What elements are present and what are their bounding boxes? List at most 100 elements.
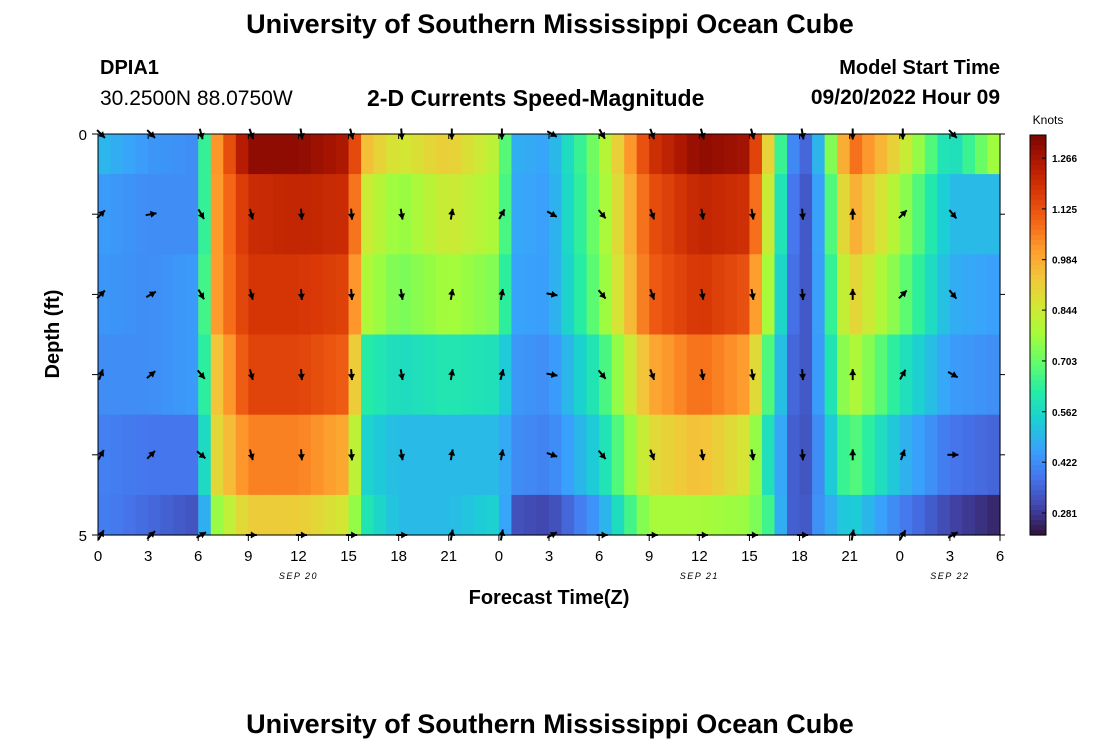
- heatmap-cell: [962, 334, 976, 416]
- heatmap-cell: [198, 134, 212, 175]
- heatmap-cell: [937, 254, 951, 336]
- current-arrow: [698, 369, 706, 381]
- colorbar-tick-label: 0.984: [1052, 256, 1077, 267]
- heatmap-cell: [774, 494, 788, 536]
- heatmap-cell: [361, 174, 375, 255]
- current-arrow-head: [849, 288, 857, 295]
- heatmap-cell: [561, 494, 575, 536]
- heatmap-cell: [185, 334, 199, 416]
- heatmap-cell: [962, 174, 976, 255]
- heatmap-cell: [361, 134, 375, 175]
- current-arrow-head: [549, 210, 557, 217]
- current-arrow-head: [799, 213, 806, 220]
- heatmap-cell: [423, 334, 437, 416]
- heatmap-cell: [260, 254, 274, 336]
- heatmap-cell: [849, 134, 863, 175]
- y-axis: 05: [79, 127, 1005, 545]
- colorbar-segment: [1030, 410, 1046, 416]
- current-arrow-head: [148, 450, 155, 458]
- colorbar-segment: [1030, 485, 1046, 491]
- colorbar-segment: [1030, 285, 1046, 291]
- heatmap-cell: [787, 414, 801, 496]
- heatmap-cell: [724, 334, 738, 416]
- current-arrow-head: [97, 450, 104, 457]
- colorbar-segment: [1030, 185, 1046, 191]
- heatmap-cell: [661, 334, 675, 416]
- model-start-value: 09/20/2022 Hour 09: [810, 86, 1000, 109]
- colorbar: 1.266 1.125 0.984 0.844 0.703 0.562 0.422 0.281: [1029, 134, 1077, 536]
- colorbar-segment: [1030, 165, 1046, 171]
- x-tick-label: 12: [691, 548, 708, 565]
- current-arrow: [948, 209, 958, 220]
- heatmap-cell: [862, 334, 876, 416]
- heatmap-cell: [686, 414, 700, 496]
- heatmap-cell: [636, 174, 650, 255]
- heatmap-cell: [298, 134, 312, 175]
- heatmap-cell: [599, 334, 613, 416]
- heatmap-cell: [812, 334, 826, 416]
- current-arrow: [849, 449, 857, 461]
- colorbar-segment: [1030, 500, 1046, 506]
- heatmap-cell: [336, 254, 350, 336]
- heatmap-cell: [899, 174, 913, 255]
- current-arrow-head: [599, 291, 606, 299]
- current-arrow: [698, 449, 706, 461]
- heatmap-cell: [386, 254, 400, 336]
- heatmap-cell: [498, 134, 513, 175]
- heatmap-cell: [761, 134, 776, 175]
- heatmap-cell: [398, 254, 412, 336]
- heatmap-cell: [574, 254, 588, 336]
- heatmap-cell: [849, 494, 863, 536]
- heatmap-cell: [624, 334, 638, 416]
- colorbar-segment: [1030, 325, 1046, 331]
- colorbar-segment: [1030, 470, 1046, 476]
- current-arrow: [748, 449, 756, 461]
- heatmap-cell: [448, 414, 462, 496]
- heatmap-cell: [586, 254, 600, 336]
- current-arrow: [146, 450, 156, 460]
- heatmap-cell: [824, 334, 838, 416]
- heatmap-cell: [912, 254, 926, 336]
- heatmap-cell: [837, 414, 851, 496]
- heatmap-cell: [937, 174, 951, 255]
- current-arrow: [849, 288, 857, 300]
- heatmap-cell: [649, 174, 663, 255]
- heatmap-cell: [173, 334, 187, 416]
- heatmap-cell: [812, 134, 826, 175]
- heatmap-cell: [235, 254, 249, 336]
- current-arrow-head: [698, 373, 706, 380]
- colorbar-segment: [1030, 160, 1046, 166]
- heatmap-cell: [661, 494, 675, 536]
- heatmap-cell: [724, 414, 738, 496]
- heatmap-cell: [699, 494, 713, 536]
- heatmap-cell: [386, 414, 400, 496]
- heatmap-cell: [799, 414, 813, 496]
- heatmap-cell: [699, 414, 713, 496]
- heatmap-cell: [912, 494, 926, 536]
- heatmap-cell: [949, 134, 964, 175]
- heatmap-cell: [160, 334, 174, 416]
- current-arrow-head: [297, 132, 305, 140]
- heatmap-cell: [649, 334, 663, 416]
- heatmap-cell: [285, 134, 300, 175]
- heatmap-cell: [699, 334, 713, 416]
- heatmap-cell: [461, 134, 475, 175]
- heatmap-cell: [135, 254, 149, 336]
- current-arrow: [799, 288, 806, 300]
- y-tick-label: 5: [79, 528, 87, 545]
- heatmap-cell: [298, 494, 312, 536]
- x-tick-label: 18: [791, 548, 808, 565]
- colorbar-segment: [1030, 205, 1046, 211]
- current-arrow-head: [297, 213, 305, 220]
- heatmap-cell: [173, 414, 187, 496]
- heatmap-cell: [260, 134, 274, 175]
- current-arrow: [799, 208, 806, 220]
- heatmap-cell: [298, 334, 312, 416]
- heatmap-cell: [235, 414, 249, 496]
- heatmap-cell: [962, 494, 976, 536]
- colorbar-tick-label: 0.422: [1052, 458, 1077, 469]
- date-label: SEP 22: [930, 571, 969, 581]
- heatmap-cell: [273, 174, 287, 255]
- colorbar-segment: [1030, 280, 1046, 286]
- heatmap-cell: [423, 174, 437, 255]
